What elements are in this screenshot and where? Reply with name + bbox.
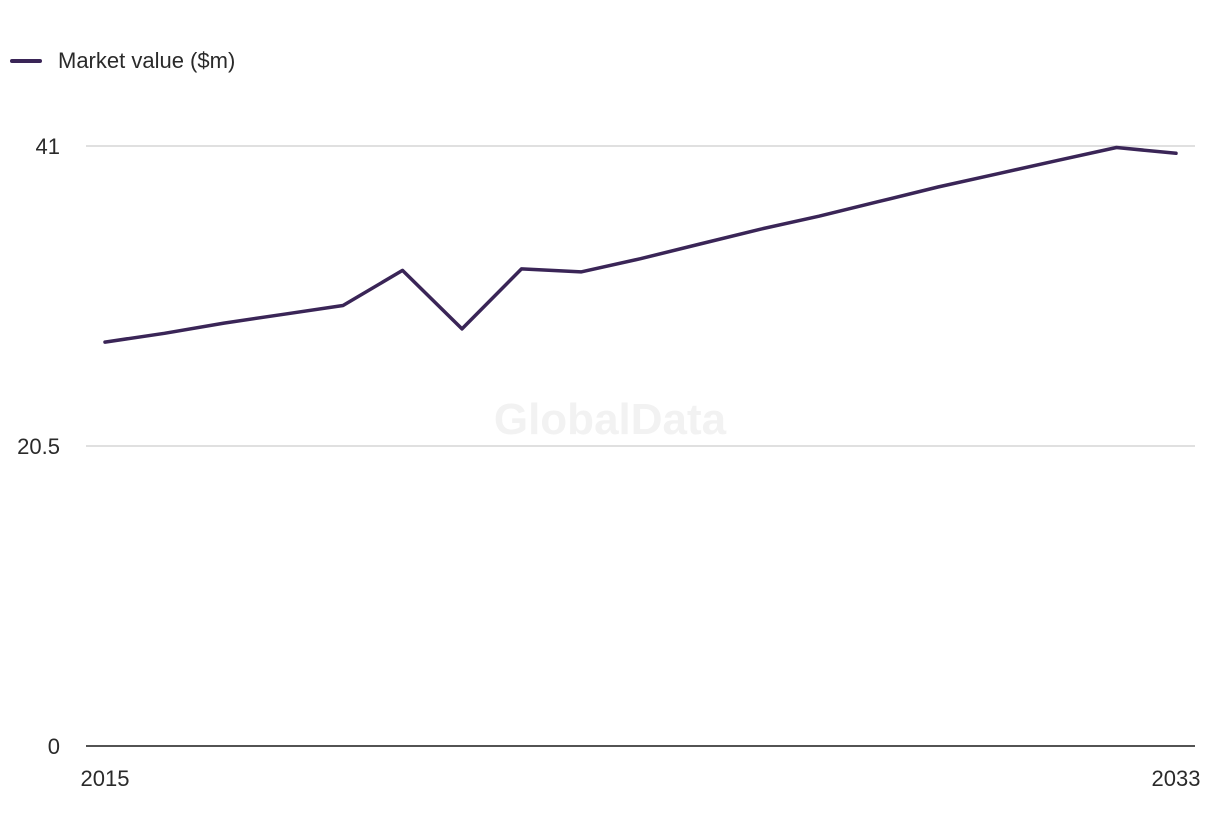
legend: Market value ($m) bbox=[10, 46, 235, 76]
series-line bbox=[103, 145, 1178, 344]
watermark: GlobalData bbox=[494, 395, 727, 444]
y-tick-label: 20.5 bbox=[17, 434, 60, 459]
x-tick-label: 2033 bbox=[1152, 766, 1201, 791]
legend-label: Market value ($m) bbox=[58, 48, 236, 73]
y-tick-label: 0 bbox=[48, 734, 60, 759]
y-tick-label: 41 bbox=[36, 134, 60, 159]
legend-swatch bbox=[10, 59, 42, 63]
x-tick-label: 2015 bbox=[81, 766, 130, 791]
